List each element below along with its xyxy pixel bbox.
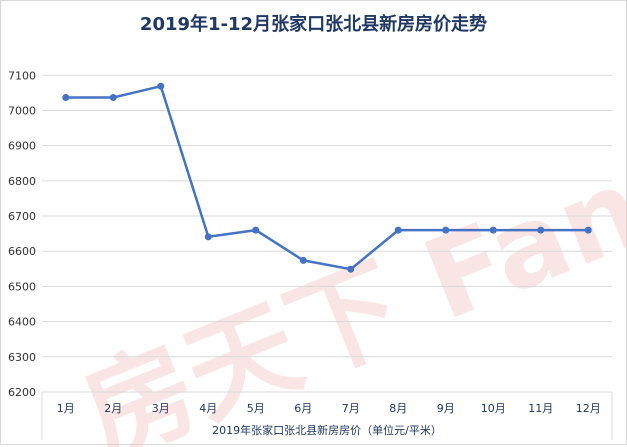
x-axis-label: 2019年张家口张北县新房房价（单位元/平米）	[212, 423, 442, 437]
gridlines	[42, 74, 612, 358]
x-tick-label: 3月	[152, 402, 170, 415]
x-tick-label: 11月	[528, 402, 553, 415]
y-tick-label: 6500	[8, 280, 36, 293]
y-tick-label: 6900	[8, 140, 36, 153]
y-tick-label: 6200	[8, 386, 36, 399]
y-tick-label: 7000	[8, 104, 36, 117]
y-tick-label: 6600	[8, 245, 36, 258]
y-axis-ticks: 6200 6300 6400 6500 6600 6700 6800 6900 7000 7100	[8, 69, 36, 399]
x-tick-label: 5月	[247, 402, 265, 415]
x-tick-label: 4月	[199, 402, 217, 415]
x-axis-ticks: 1月 2月 3月 4月 5月 6月 7月 8月 9月 10月 11月 12月	[57, 402, 601, 415]
y-tick-label: 6700	[8, 210, 36, 223]
svg-text:房天下 Fang.com: 房天下 Fang.com	[66, 2, 627, 447]
chart-title: 2019年1-12月张家口张北县新房房价走势	[139, 14, 488, 35]
x-axis-table	[41, 391, 613, 440]
y-tick-label: 7100	[8, 69, 36, 82]
data-point	[157, 82, 165, 90]
x-tick-label: 12月	[576, 402, 601, 415]
x-tick-label: 6月	[294, 402, 312, 415]
x-tick-label: 8月	[389, 402, 407, 415]
y-tick-label: 6800	[8, 175, 36, 188]
watermark: 房天下 Fang.com	[66, 2, 627, 447]
data-point	[442, 226, 450, 234]
data-point	[252, 226, 260, 234]
data-point	[584, 226, 592, 234]
y-tick-label: 6300	[8, 351, 36, 364]
data-point	[299, 256, 307, 264]
data-point	[394, 226, 402, 234]
x-tick-label: 7月	[342, 402, 360, 415]
data-series	[62, 82, 592, 273]
x-tick-label: 2月	[104, 402, 122, 415]
y-tick-label: 6400	[8, 316, 36, 329]
data-point	[347, 265, 355, 273]
data-point	[489, 226, 497, 234]
data-point	[537, 226, 545, 234]
x-tick-label: 1月	[57, 402, 75, 415]
data-point	[62, 93, 70, 101]
data-point	[109, 93, 117, 101]
x-tick-label: 10月	[481, 402, 506, 415]
series-line	[65, 84, 589, 271]
x-tick-label: 9月	[437, 402, 455, 415]
data-point	[204, 233, 212, 241]
